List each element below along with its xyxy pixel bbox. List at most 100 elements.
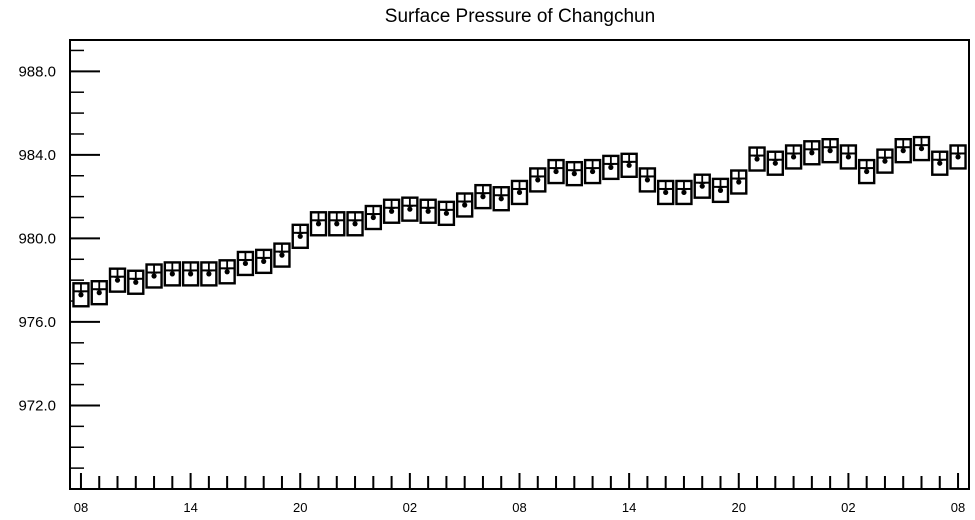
box-marker xyxy=(547,158,565,185)
x-tick-label: 08 xyxy=(512,500,526,515)
data-point xyxy=(644,177,651,183)
data-point xyxy=(699,183,705,189)
data-point xyxy=(498,196,504,202)
x-tick-label: 02 xyxy=(403,500,417,515)
box-marker xyxy=(529,167,547,193)
box-marker xyxy=(328,211,346,237)
box-marker xyxy=(620,152,638,178)
box-marker xyxy=(492,186,510,212)
box-marker xyxy=(108,267,127,293)
box-marker xyxy=(474,183,492,210)
data-point xyxy=(681,189,687,196)
box-marker xyxy=(127,269,145,295)
y-tick-label: 988.0 xyxy=(18,63,56,80)
data-point xyxy=(809,150,815,156)
x-tick-label: 20 xyxy=(732,500,746,515)
data-point xyxy=(370,214,376,221)
x-tick-label: 20 xyxy=(293,500,307,515)
data-point xyxy=(955,154,961,160)
data-point xyxy=(443,210,450,216)
data-point xyxy=(242,260,249,267)
box-marker xyxy=(273,242,291,268)
y-tick-label: 980.0 xyxy=(18,230,56,247)
y-tick-label: 972.0 xyxy=(18,397,56,414)
data-point xyxy=(790,154,797,160)
box-marker xyxy=(839,144,858,170)
y-tick-label: 976.0 xyxy=(18,314,56,331)
box-marker xyxy=(236,250,255,277)
box-marker xyxy=(656,179,675,206)
x-tick-label: 08 xyxy=(951,500,965,515)
box-marker xyxy=(821,137,839,164)
x-tick-label: 02 xyxy=(841,500,855,515)
box-marker xyxy=(401,196,419,222)
data-point xyxy=(462,202,468,208)
data-point xyxy=(608,164,614,170)
data-point xyxy=(133,279,139,285)
box-marker xyxy=(803,140,821,166)
box-marker xyxy=(675,179,693,206)
box-marker xyxy=(784,144,803,170)
box-marker xyxy=(565,160,584,187)
data-point xyxy=(553,168,559,175)
box-marker xyxy=(912,135,931,162)
data-point xyxy=(96,290,102,296)
data-point xyxy=(772,160,778,166)
box-marker xyxy=(510,179,529,206)
box-marker xyxy=(364,204,383,231)
data-point xyxy=(297,233,303,239)
data-point xyxy=(388,208,395,214)
box-marker xyxy=(200,261,218,287)
box-marker xyxy=(638,167,657,193)
data-point xyxy=(315,221,322,227)
data-point xyxy=(352,221,358,227)
box-marker xyxy=(730,169,748,195)
box-marker xyxy=(145,263,163,289)
box-marker xyxy=(602,154,620,181)
data-point xyxy=(224,269,230,275)
box-marker xyxy=(382,198,401,224)
box-marker xyxy=(583,158,602,185)
box-marker xyxy=(857,158,876,185)
box-marker xyxy=(309,211,328,237)
data-point xyxy=(845,154,852,160)
box-marker xyxy=(291,223,309,249)
data-point xyxy=(169,271,175,277)
data-point xyxy=(736,179,742,185)
data-point xyxy=(900,148,906,154)
x-axis: 08 14 20 02 08 14 20 02 08 xyxy=(74,473,965,515)
box-marker xyxy=(437,200,456,227)
box-marker xyxy=(419,198,437,224)
box-marker xyxy=(163,261,182,287)
box-marker xyxy=(181,261,200,287)
y-axis: 988.0 984.0 980.0 976.0 972.0 xyxy=(18,49,100,469)
box-marker xyxy=(346,211,364,237)
box-marker xyxy=(748,146,766,172)
data-point xyxy=(754,156,760,162)
data-point xyxy=(864,168,870,175)
data-point xyxy=(114,277,121,283)
data-point xyxy=(626,162,632,168)
data-point xyxy=(206,271,212,277)
data-point xyxy=(334,221,340,227)
box-marker xyxy=(931,150,949,176)
data-point xyxy=(151,273,157,279)
data-point xyxy=(918,145,925,152)
box-series xyxy=(72,135,967,308)
data-point xyxy=(663,189,669,196)
box-marker xyxy=(455,192,474,218)
data-point xyxy=(425,208,431,214)
box-marker xyxy=(90,280,108,306)
data-point xyxy=(78,292,84,298)
data-point xyxy=(571,171,577,177)
x-tick-label: 14 xyxy=(183,500,197,515)
data-point xyxy=(516,189,523,196)
chart-title: Surface Pressure of Changchun xyxy=(385,6,655,27)
data-point xyxy=(279,252,285,258)
y-tick-label: 984.0 xyxy=(18,147,56,164)
data-point xyxy=(407,206,413,212)
data-point xyxy=(882,158,888,164)
box-marker xyxy=(949,144,967,170)
data-point xyxy=(535,177,541,183)
box-marker xyxy=(254,248,273,275)
